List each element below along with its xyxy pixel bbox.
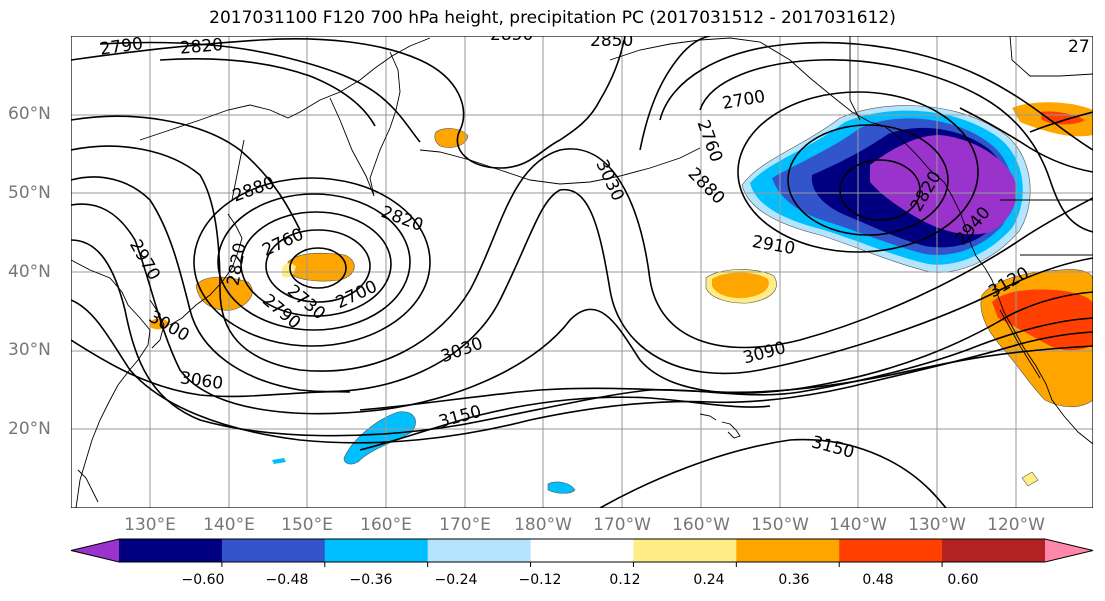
precip-pos-tiny-se bbox=[1021, 471, 1039, 487]
colorbar-tick-7: 0.24 bbox=[693, 572, 725, 588]
colorbar-segment bbox=[324, 539, 429, 562]
contour-low-2 bbox=[265, 229, 371, 303]
contour-3150 bbox=[359, 396, 771, 451]
lon-label-150w: 150°W bbox=[751, 515, 809, 535]
colorbar-tick-2: −0.48 bbox=[265, 572, 309, 588]
colorbar-extend-max bbox=[1045, 539, 1093, 562]
contour-low-3 bbox=[240, 211, 392, 317]
contour-ak-4 bbox=[699, 59, 1093, 233]
colorbar-tick-10: 0.60 bbox=[947, 572, 979, 588]
coast-sakhalin bbox=[231, 139, 245, 201]
contour-ak-6 bbox=[639, 36, 711, 151]
lat-label-60n: 60°N bbox=[8, 104, 51, 124]
colorbar-tick-5: −0.12 bbox=[518, 572, 562, 588]
coast-mexico bbox=[1051, 399, 1093, 445]
coast-border-1 bbox=[849, 36, 861, 121]
colorbar-outline bbox=[70, 538, 1094, 563]
lon-label-140e: 140°E bbox=[203, 515, 255, 535]
height-contours bbox=[71, 36, 1093, 508]
lon-label-150e: 150°E bbox=[281, 515, 333, 535]
contour-wave-5 bbox=[71, 299, 1093, 444]
coast-alaska bbox=[609, 37, 945, 183]
colorbar-tick-1: −0.60 bbox=[181, 572, 225, 588]
precip-pos-small-w bbox=[150, 318, 170, 330]
contour-ak-5 bbox=[659, 41, 1093, 151]
contour-label-2820-n: 2820 bbox=[179, 36, 224, 59]
contour-label-2850b: 2850 bbox=[590, 36, 633, 51]
colorbar-tick-9: 0.48 bbox=[862, 572, 894, 588]
coastlines bbox=[71, 36, 1093, 508]
colorbar-tick-3: −0.36 bbox=[349, 572, 393, 588]
colorbar-segment bbox=[530, 539, 634, 562]
lon-label-180w: 180°W bbox=[514, 515, 572, 535]
colorbar-tick-6: 0.12 bbox=[609, 572, 641, 588]
contour-wave-6 bbox=[71, 339, 1093, 411]
contour-north-3 bbox=[159, 58, 376, 127]
contour-low-5 bbox=[193, 177, 431, 347]
contour-north-2 bbox=[99, 41, 421, 143]
map-panel: 2790 2820 2850 2850 27 2700 2760 2880 29… bbox=[71, 36, 1093, 508]
coast-okhotsk bbox=[139, 37, 431, 141]
colorbar-segment bbox=[427, 539, 532, 562]
colorbar bbox=[70, 538, 1094, 567]
contour-3150-east bbox=[599, 438, 947, 508]
lon-label-160w: 160°W bbox=[672, 515, 730, 535]
lon-label-160e: 160°E bbox=[360, 515, 412, 535]
precip-pos-lowcenter-light bbox=[282, 263, 296, 278]
lat-label-50n: 50°N bbox=[8, 183, 51, 203]
contour-ak-1 bbox=[839, 159, 921, 221]
contour-wave-4 bbox=[71, 239, 1093, 437]
coast-korea bbox=[149, 299, 165, 349]
coast-japan bbox=[169, 213, 243, 326]
colorbar-segment bbox=[633, 539, 737, 562]
colorbar-extend-min bbox=[71, 539, 119, 562]
contour-wave-3 bbox=[71, 203, 1093, 415]
lon-label-140w: 140°W bbox=[829, 515, 887, 535]
contour-label-2850: 2850 bbox=[490, 36, 533, 45]
lat-label-40n: 40°N bbox=[8, 262, 51, 282]
colorbar-segment bbox=[942, 539, 1046, 562]
lon-label-130w: 130°W bbox=[908, 515, 966, 535]
coast-bc bbox=[943, 181, 1053, 401]
lat-label-20n: 20°N bbox=[8, 419, 51, 439]
precip-pos-central-c2 bbox=[712, 272, 769, 299]
contour-wave-1 bbox=[71, 145, 1093, 372]
coast-hawaii-2 bbox=[721, 421, 741, 439]
coast-aleutians bbox=[419, 147, 701, 185]
map-title: 2017031100 F120 700 hPa height, precipit… bbox=[209, 8, 896, 28]
colorbar-tick-4: −0.24 bbox=[434, 572, 478, 588]
precip-neg-gulf-c5 bbox=[870, 135, 1017, 235]
contour-label-27-edge: 27 bbox=[1068, 37, 1090, 57]
colorbar-tick-8: 0.36 bbox=[778, 572, 810, 588]
colorbar-segment bbox=[839, 539, 943, 562]
coast-border-2 bbox=[1009, 36, 1093, 77]
contour-wave-2 bbox=[71, 115, 1093, 393]
precip-neg-south bbox=[547, 481, 576, 494]
coast-philippines bbox=[77, 469, 99, 503]
contour-low-4 bbox=[217, 193, 411, 331]
contour-ak-8 bbox=[1029, 111, 1093, 133]
contour-north-4 bbox=[559, 39, 625, 141]
contour-label-2790-nw: 2790 bbox=[99, 36, 145, 60]
lat-label-30n: 30°N bbox=[8, 340, 51, 360]
lon-label-130e: 130°E bbox=[124, 515, 176, 535]
coast-hawaii-1 bbox=[699, 413, 717, 421]
precip-pos-japan bbox=[195, 276, 253, 311]
colorbar-segment bbox=[221, 539, 326, 562]
contour-ak-3 bbox=[737, 91, 979, 253]
precip-neg-tiny bbox=[272, 458, 286, 464]
lon-label-170e: 170°E bbox=[439, 515, 491, 535]
coast-kamchatka bbox=[329, 51, 401, 197]
lon-label-120w: 120°W bbox=[987, 515, 1045, 535]
contour-low-1 bbox=[289, 247, 347, 289]
contour-ak-7 bbox=[959, 107, 1093, 173]
contour-ak-2 bbox=[787, 124, 949, 236]
precip-pos-lowcenter bbox=[287, 252, 355, 282]
coast-baja bbox=[999, 309, 1041, 379]
colorbar-segment bbox=[119, 539, 223, 562]
colorbar-segment bbox=[736, 539, 840, 562]
lon-label-170w: 170°W bbox=[593, 515, 651, 535]
